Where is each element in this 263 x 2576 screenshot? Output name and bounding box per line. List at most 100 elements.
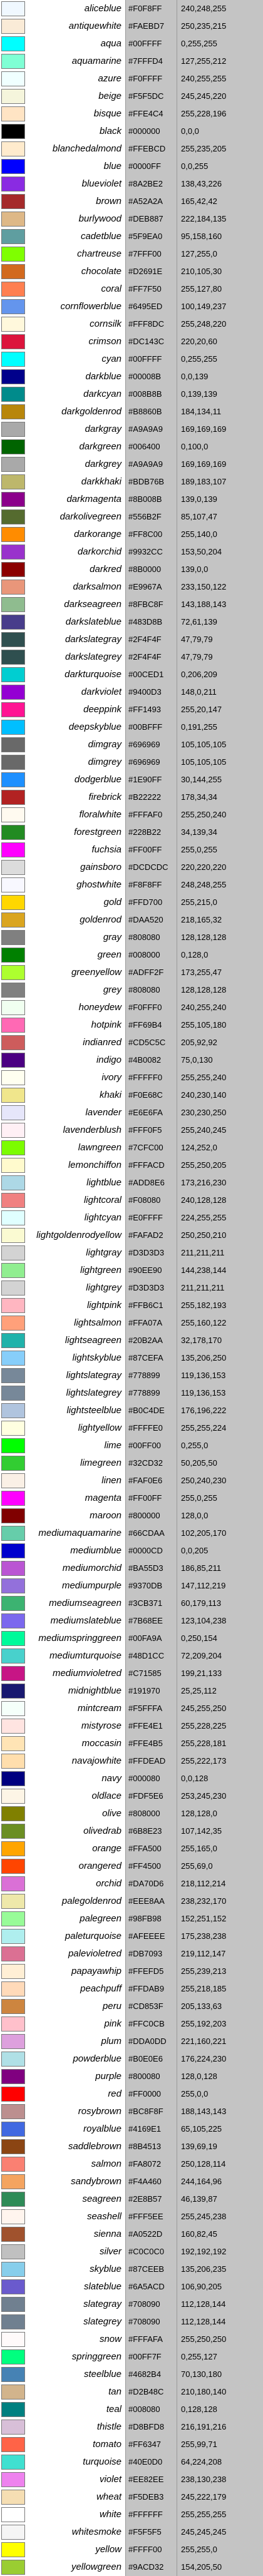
color-rgb-value: 255,228,181: [177, 1735, 263, 1752]
color-row: saddlebrown #8B4513 139,69,19: [0, 2138, 263, 2155]
color-hex-value: #F5FFFA: [125, 1700, 177, 1717]
color-hex-value: #4169E1: [125, 2120, 177, 2138]
color-row: darkred #8B0000 139,0,0: [0, 561, 263, 578]
color-name: darkblue: [85, 371, 121, 382]
color-row: royalblue #4169E1 65,105,225: [0, 2120, 263, 2138]
color-hex-value: #9370DB: [125, 1577, 177, 1595]
color-name: darkorange: [74, 529, 121, 539]
color-rgb-value: 210,180,140: [177, 2383, 263, 2401]
color-name: orchid: [96, 1878, 121, 1889]
color-swatch: [1, 930, 25, 945]
color-swatch: [1, 1368, 25, 1383]
color-name: saddlebrown: [68, 2141, 121, 2152]
color-swatch: [1, 2104, 25, 2119]
color-row: ivory #FFFFF0 255,255,240: [0, 1069, 263, 1086]
color-hex-value: #FFDAB9: [125, 1980, 177, 1998]
color-name: mediumspringgreen: [38, 1633, 121, 1643]
color-row: linen #FAF0E6 250,240,230: [0, 1472, 263, 1490]
color-rgb-value: 135,206,250: [177, 1349, 263, 1367]
color-row: magenta #FF00FF 255,0,255: [0, 1490, 263, 1507]
color-rgb-value: 255,235,205: [177, 140, 263, 158]
color-name: pink: [104, 2018, 121, 2029]
color-name: palevioletred: [68, 1948, 121, 1959]
color-rgb-value: 216,191,216: [177, 2418, 263, 2436]
color-swatch: [1, 352, 25, 367]
color-rgb-value: 220,20,60: [177, 333, 263, 350]
color-hex-value: #FFE4B5: [125, 1735, 177, 1752]
color-name: slateblue: [83, 2281, 121, 2292]
color-name: khaki: [99, 1090, 121, 1100]
color-swatch: [1, 1333, 25, 1348]
color-row: darkolivegreen #556B2F 85,107,47: [0, 508, 263, 526]
color-hex-value: #FFFAFA: [125, 2331, 177, 2348]
color-rgb-value: 0,0,205: [177, 1542, 263, 1560]
color-row: lightyellow #FFFFE0 255,255,224: [0, 1419, 263, 1437]
color-row: black #000000 0,0,0: [0, 123, 263, 140]
color-row: cadetblue #5F9EA0 95,158,160: [0, 228, 263, 245]
color-row: silver #C0C0C0 192,192,192: [0, 2243, 263, 2261]
color-swatch: [1, 229, 25, 244]
color-swatch: [1, 1859, 25, 1874]
color-row: wheat #F5DEB3 245,222,179: [0, 2488, 263, 2506]
color-name: hotpink: [91, 1020, 121, 1030]
color-swatch: [1, 772, 25, 787]
color-hex-value: #32CD32: [125, 1454, 177, 1472]
color-hex-value: #FF8C00: [125, 526, 177, 543]
color-rgb-value: 173,255,47: [177, 964, 263, 981]
color-row: slategray #708090 112,128,144: [0, 2296, 263, 2313]
color-hex-value: #800000: [125, 1507, 177, 1525]
color-rgb-value: 100,149,237: [177, 298, 263, 315]
color-name: slategray: [83, 2299, 121, 2309]
color-hex-value: #FFB6C1: [125, 1297, 177, 1314]
color-row: sienna #A0522D 160,82,45: [0, 2226, 263, 2243]
color-name: brown: [96, 196, 121, 207]
color-name: slategrey: [83, 2316, 121, 2327]
color-hex-value: #000080: [125, 1770, 177, 1787]
color-hex-value: #0000FF: [125, 158, 177, 175]
color-rgb-value: 255,165,0: [177, 1840, 263, 1858]
color-rgb-value: 47,79,79: [177, 631, 263, 648]
color-name: papayawhip: [71, 1966, 121, 1976]
color-hex-value: #FAEBD7: [125, 18, 177, 35]
color-name: lemonchiffon: [68, 1160, 121, 1170]
color-name: darkmagenta: [66, 494, 121, 504]
color-name: peachpuff: [80, 1983, 121, 1994]
color-name: gold: [103, 897, 121, 907]
color-row: palegoldenrod #EEE8AA 238,232,170: [0, 1893, 263, 1910]
color-rgb-value: 135,206,235: [177, 2261, 263, 2278]
color-hex-value: #D2691E: [125, 263, 177, 280]
color-swatch: [1, 1999, 25, 2014]
color-row: mintcream #F5FFFA 245,255,250: [0, 1700, 263, 1717]
color-row: darkviolet #9400D3 148,0,211: [0, 683, 263, 701]
color-row: pink #FFC0CB 255,192,203: [0, 2015, 263, 2033]
color-name: palegoldenrod: [61, 1896, 121, 1906]
color-swatch: [1, 790, 25, 805]
color-row: mediumseagreen #3CB371 60,179,113: [0, 1595, 263, 1612]
color-row: oldlace #FDF5E6 253,245,230: [0, 1787, 263, 1805]
color-hex-value: #FFFFF0: [125, 1069, 177, 1086]
color-hex-value: #DEB887: [125, 210, 177, 228]
color-rgb-value: 184,134,11: [177, 403, 263, 421]
color-name: violet: [99, 2474, 121, 2485]
color-hex-value: #8FBC8F: [125, 596, 177, 613]
color-rgb-value: 154,205,50: [177, 2558, 263, 2576]
color-row: slateblue #6A5ACD 106,90,205: [0, 2278, 263, 2296]
color-row: seashell #FFF5EE 255,245,238: [0, 2208, 263, 2226]
color-hex-value: #F0F8FF: [125, 0, 177, 18]
color-hex-value: #E6E6FA: [125, 1104, 177, 1122]
color-name: azure: [98, 73, 121, 84]
color-hex-value: #006400: [125, 438, 177, 456]
color-swatch: [1, 492, 25, 507]
color-swatch: [1, 2227, 25, 2242]
color-hex-value: #5F9EA0: [125, 228, 177, 245]
color-row: mediumvioletred #C71585 199,21,133: [0, 1665, 263, 1682]
color-name: floralwhite: [79, 809, 121, 820]
color-row: lightskyblue #87CEFA 135,206,250: [0, 1349, 263, 1367]
color-name: lightpink: [86, 1300, 121, 1311]
color-row: blueviolet #8A2BE2 138,43,226: [0, 175, 263, 193]
color-row: indigo #4B0082 75,0,130: [0, 1051, 263, 1069]
color-swatch: [1, 702, 25, 717]
color-name: blanchedalmond: [52, 143, 121, 154]
color-hex-value: #ADFF2F: [125, 964, 177, 981]
color-rgb-value: 255,99,71: [177, 2436, 263, 2453]
